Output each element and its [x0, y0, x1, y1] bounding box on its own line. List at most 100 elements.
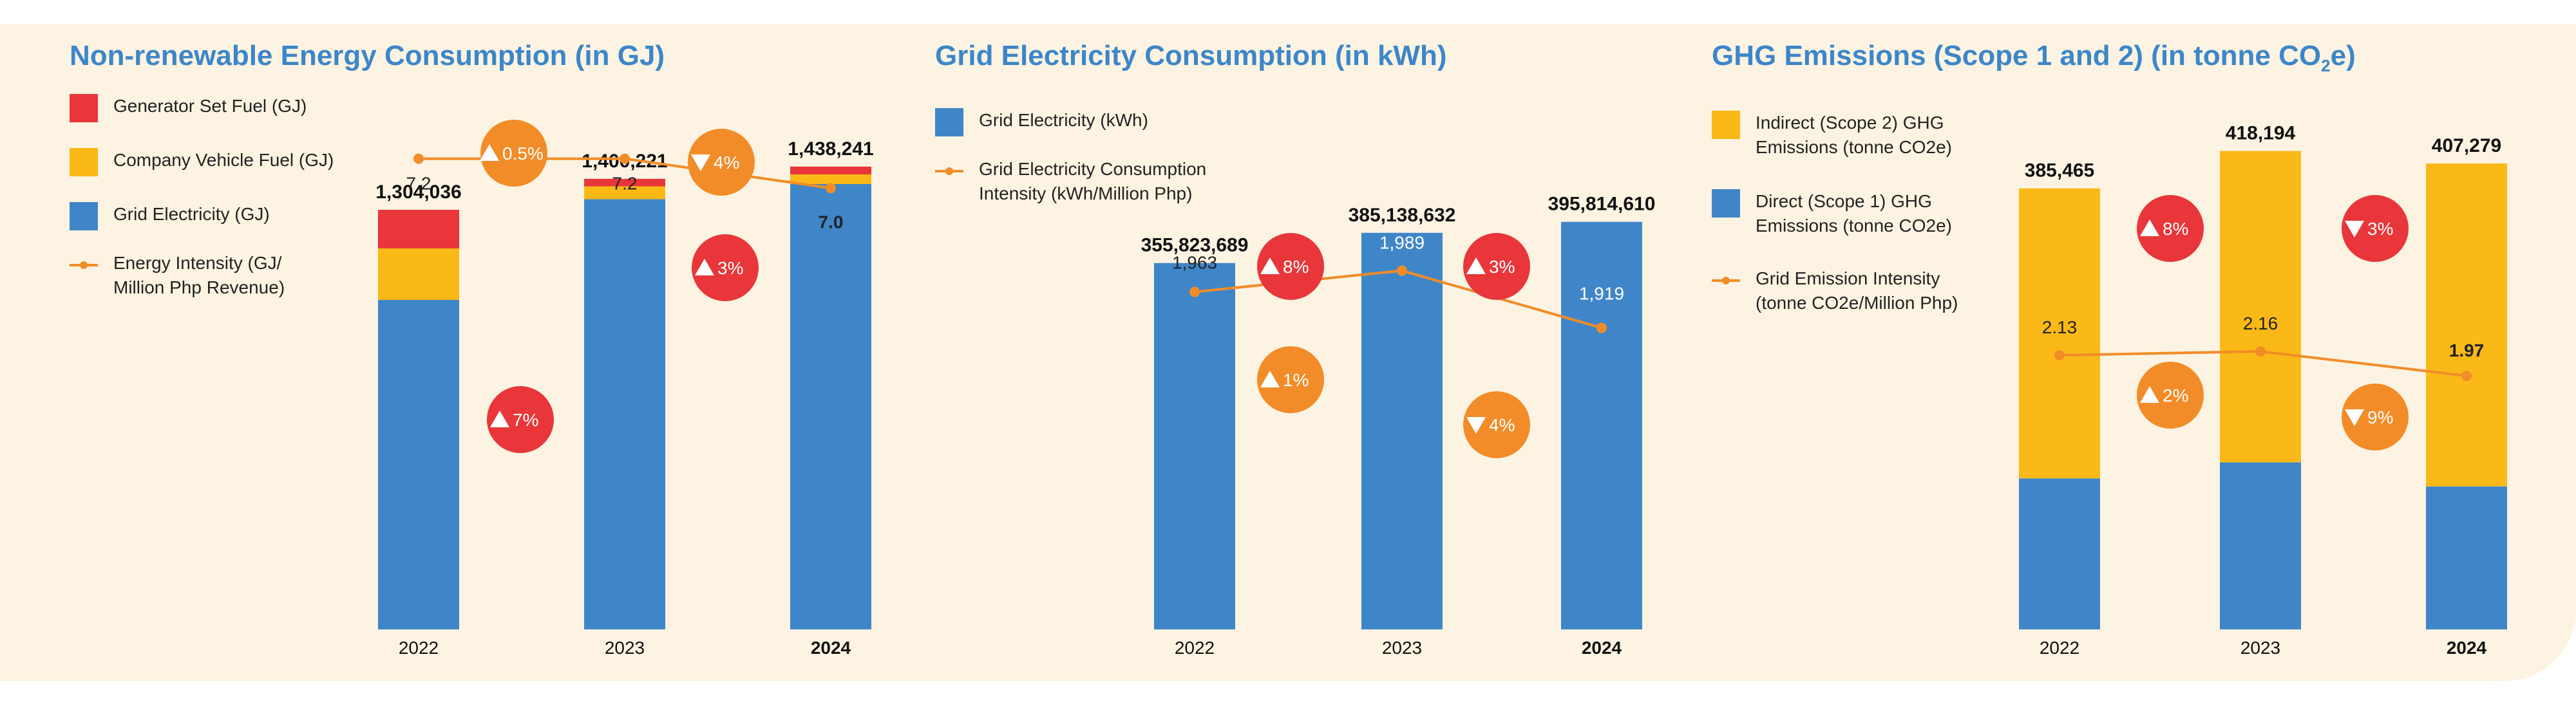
change-badge-label: 8%	[1283, 257, 1309, 277]
change-badge-label: 3%	[717, 258, 743, 278]
intensity-label: 2.16	[2243, 313, 2278, 333]
intensity-point	[1397, 265, 1407, 276]
legend-line-marker-icon	[70, 251, 98, 279]
legend-line-marker-icon	[935, 157, 963, 185]
change-badge: 1%	[1257, 346, 1324, 413]
legend-swatch-blue	[70, 202, 98, 230]
legend-swatch-blue	[935, 108, 963, 136]
bar-segment	[790, 166, 871, 174]
change-badge-circle	[480, 120, 547, 187]
legend-swatch-red	[70, 94, 98, 122]
intensity-label: 1,989	[1379, 233, 1425, 253]
intensity-label: 1,963	[1172, 253, 1217, 273]
bar-segment	[378, 209, 459, 248]
triangle-up-icon	[490, 411, 509, 427]
intensity-point	[2255, 346, 2266, 357]
triangle-up-icon	[695, 259, 714, 275]
legend-item-scope1: Direct (Scope 1) GHG Emissions (tonne CO…	[1712, 189, 1952, 238]
legend-label: Grid Electricity (GJ)	[113, 204, 270, 224]
change-badge-circle	[1463, 391, 1530, 458]
bar-segment	[2426, 163, 2507, 487]
triangle-up-icon	[1260, 257, 1280, 274]
legend-label: Grid Electricity (kWh)	[979, 110, 1148, 130]
change-badge-label: 8%	[2163, 219, 2188, 239]
change-badge-label: 4%	[714, 153, 739, 172]
change-badge: 9%	[2342, 384, 2409, 451]
triangle-down-icon	[691, 154, 710, 171]
intensity-point	[2461, 371, 2472, 381]
x-tick-label: 2024	[811, 638, 851, 658]
change-badge: 0.5%	[480, 120, 547, 187]
change-badge-label: 2%	[2163, 386, 2188, 405]
change-badge: 7%	[487, 386, 554, 453]
bar-segment	[2426, 486, 2507, 629]
chart-grid-electricity: 355,823,689 2022 385,138,632 2023 395,814,61…	[1141, 194, 1656, 658]
legend-item-grid-electricity: Grid Electricity (GJ)	[70, 202, 270, 230]
change-badge-label: 0.5%	[502, 144, 544, 163]
legend-label: Direct (Scope 1) GHG Emissions (tonne CO…	[1756, 191, 1953, 236]
title-subscript: 2	[2321, 55, 2331, 75]
intensity-point	[1189, 286, 1200, 297]
change-badge-circle	[1463, 233, 1530, 300]
chart-title-grid-electricity: Grid Electricity Consumption (in kWh)	[935, 40, 1447, 71]
intensity-point	[826, 183, 836, 194]
bar-segment	[584, 178, 665, 187]
x-tick-label: 2023	[1382, 638, 1422, 658]
change-badge-circle	[692, 234, 759, 301]
bar-total-label: 355,823,689	[1141, 235, 1249, 256]
change-badge: 3%	[2342, 195, 2409, 262]
bar-segment	[1561, 221, 1642, 629]
triangle-up-icon	[2140, 219, 2159, 236]
legend-label: Grid Emission Intensity (tonne CO2e/Mill…	[1756, 268, 1958, 313]
bar-total-label: 385,138,632	[1349, 205, 1456, 226]
bar-segment	[378, 300, 459, 629]
intensity-label: 1.97	[2449, 340, 2485, 360]
legend-item-vehicle-fuel: Company Vehicle Fuel (GJ)	[70, 148, 334, 176]
intensity-point	[413, 153, 424, 164]
change-badge-label: 1%	[1283, 370, 1309, 390]
triangle-down-icon	[2345, 409, 2364, 426]
legend-item-consumption-intensity: Grid Electricity Consumption Intensity (…	[935, 157, 1206, 206]
bar-segment	[2019, 188, 2100, 479]
bar-segment	[1361, 232, 1443, 629]
x-tick-label: 2023	[2240, 638, 2280, 658]
chart-title-energy: Non-renewable Energy Consumption (in GJ)	[70, 40, 665, 71]
change-badge-label: 3%	[1489, 257, 1515, 277]
change-badge-label: 4%	[1489, 415, 1515, 435]
legend-swatch-yellow	[1712, 111, 1740, 139]
x-tick-label: 2024	[2447, 638, 2487, 658]
legend-item-generator-fuel: Generator Set Fuel (GJ)	[70, 94, 307, 122]
change-badge-label: 3%	[2367, 219, 2393, 239]
bar-segment	[584, 199, 665, 629]
change-badge-circle	[1257, 233, 1324, 300]
triangle-up-icon	[2140, 386, 2159, 403]
intensity-label: 7.2	[406, 174, 431, 194]
x-tick-label: 2024	[1582, 638, 1622, 658]
legend-item-grid-electricity-kwh: Grid Electricity (kWh)	[935, 108, 1148, 136]
change-badge: 8%	[2137, 195, 2204, 262]
change-badge-circle	[1257, 346, 1324, 413]
title-text: GHG Emissions (Scope 1 and 2) (in tonne …	[1712, 40, 2322, 71]
bar-total-label: 407,279	[2432, 135, 2501, 156]
bar-total-label: 385,465	[2025, 160, 2094, 181]
bar-segment	[2019, 478, 2100, 629]
triangle-down-icon	[2345, 221, 2364, 237]
bar-segment	[2220, 462, 2301, 629]
bar-total-label: 1,438,241	[788, 138, 873, 160]
triangle-up-icon	[1466, 257, 1486, 274]
change-badge: 3%	[1463, 233, 1530, 300]
triangle-up-icon	[1260, 371, 1280, 387]
x-tick-label: 2022	[1175, 638, 1215, 658]
change-badge-label: 9%	[2367, 407, 2393, 427]
intensity-point	[620, 153, 630, 164]
intensity-label: 7.0	[819, 212, 844, 232]
x-tick-label: 2022	[399, 638, 439, 658]
legend-item-grid-emission-intensity: Grid Emission Intensity (tonne CO2e/Mill…	[1712, 266, 1958, 315]
change-badge-circle	[2342, 195, 2409, 262]
bar-total-label: 395,814,610	[1548, 194, 1656, 215]
intensity-point	[2054, 350, 2065, 360]
change-badge-circle	[2137, 362, 2204, 429]
triangle-up-icon	[480, 144, 499, 161]
change-badge-circle	[2342, 384, 2409, 451]
bar-segment	[2220, 151, 2301, 463]
